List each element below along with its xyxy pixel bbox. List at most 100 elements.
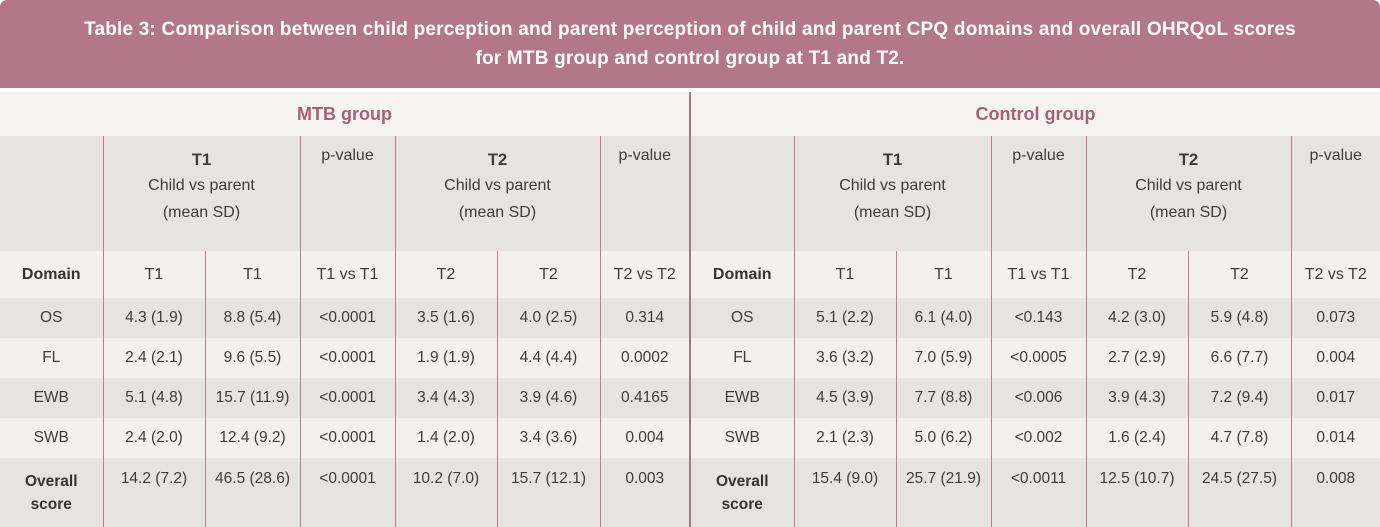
mtb-t1-sub1: Child vs parent <box>148 177 255 195</box>
blank-corner-cell <box>691 136 795 251</box>
mtb-group-header-row: MTB group <box>0 92 689 136</box>
mtb-t2-header: T2 Child vs parent (mean SD) <box>395 136 601 251</box>
control-column-header-row: Domain T1 T1 T1 vs T1 T2 T2 T2 vs T2 <box>691 251 1380 298</box>
p-value-cell: 0.073 <box>1291 298 1380 338</box>
value-cell: 1.9 (1.9) <box>395 338 498 378</box>
control-t2-period: T2 <box>1178 151 1199 169</box>
p-value-cell: <0.143 <box>991 298 1087 338</box>
domain-cell: FL <box>691 338 795 378</box>
value-cell: 2.4 (2.1) <box>103 338 206 378</box>
mtb-row-overall: Overall score 14.2 (7.2) 46.5 (28.6) <0.… <box>0 458 689 527</box>
control-pvalue2-header: p-value <box>1291 136 1380 251</box>
control-t1-sub2: (mean SD) <box>853 203 932 221</box>
value-cell: 10.2 (7.0) <box>395 458 498 527</box>
value-cell: 7.7 (8.8) <box>896 378 992 418</box>
p-value-cell: 0.014 <box>1291 418 1380 458</box>
domain-cell: FL <box>0 338 104 378</box>
value-cell: 5.1 (4.8) <box>103 378 206 418</box>
value-cell: 7.0 (5.9) <box>896 338 992 378</box>
control-span-header-row: T1 Child vs parent (mean SD) p-value T2 … <box>691 136 1380 251</box>
value-cell: 15.7 (12.1) <box>497 458 601 527</box>
mtb-col-t2-parent: T2 <box>497 251 601 298</box>
mtb-group-table: MTB group T1 Child vs parent (mean SD) p… <box>0 92 689 527</box>
blank-corner-cell <box>0 136 104 251</box>
value-cell: 12.5 (10.7) <box>1086 458 1189 527</box>
mtb-t2-sub2: (mean SD) <box>458 203 537 221</box>
domain-cell: SWB <box>691 418 795 458</box>
mtb-pvalue1-header: p-value <box>300 136 396 251</box>
domain-cell: EWB <box>0 378 104 418</box>
value-cell: 4.0 (2.5) <box>497 298 601 338</box>
domain-cell: Overall score <box>691 458 795 527</box>
value-cell: 5.1 (2.2) <box>794 298 897 338</box>
table-title-bar: Table 3: Comparison between child percep… <box>0 0 1380 88</box>
control-row-os: OS 5.1 (2.2) 6.1 (4.0) <0.143 4.2 (3.0) … <box>691 298 1380 338</box>
p-value-cell: 0.4165 <box>600 378 689 418</box>
mtb-column-header-row: Domain T1 T1 T1 vs T1 T2 T2 T2 vs T2 <box>0 251 689 298</box>
control-row-fl: FL 3.6 (3.2) 7.0 (5.9) <0.0005 2.7 (2.9)… <box>691 338 1380 378</box>
value-cell: 25.7 (21.9) <box>896 458 992 527</box>
value-cell: 3.4 (3.6) <box>497 418 601 458</box>
group-divider-line <box>689 92 691 527</box>
value-cell: 46.5 (28.6) <box>205 458 301 527</box>
value-cell: 5.9 (4.8) <box>1188 298 1292 338</box>
value-cell: 2.1 (2.3) <box>794 418 897 458</box>
mtb-group-label: MTB group <box>0 92 689 136</box>
value-cell: 4.5 (3.9) <box>794 378 897 418</box>
control-col-t2-parent: T2 <box>1188 251 1292 298</box>
value-cell: 14.2 (7.2) <box>103 458 206 527</box>
domain-cell: Overall score <box>0 458 104 527</box>
p-value-cell: <0.0005 <box>991 338 1087 378</box>
domain-cell: SWB <box>0 418 104 458</box>
mtb-t1-sub2: (mean SD) <box>162 203 241 221</box>
p-value-cell: <0.0001 <box>300 418 396 458</box>
p-value-cell: <0.0001 <box>300 298 396 338</box>
control-row-overall: Overall score 15.4 (9.0) 25.7 (21.9) <0.… <box>691 458 1380 527</box>
p-value-cell: 0.017 <box>1291 378 1380 418</box>
mtb-domain-header: Domain <box>0 251 104 298</box>
table-title-line1: Table 3: Comparison between child percep… <box>84 18 1296 40</box>
domain-cell: OS <box>0 298 104 338</box>
p-value-cell: 0.003 <box>600 458 689 527</box>
p-value-cell: 0.008 <box>1291 458 1380 527</box>
value-cell: 6.1 (4.0) <box>896 298 992 338</box>
comparison-table-area: MTB group T1 Child vs parent (mean SD) p… <box>0 92 1380 527</box>
control-pvalue1-header: p-value <box>991 136 1087 251</box>
control-t2-header: T2 Child vs parent (mean SD) <box>1086 136 1292 251</box>
mtb-col-t2vst2: T2 vs T2 <box>600 251 689 298</box>
value-cell: 1.6 (2.4) <box>1086 418 1189 458</box>
value-cell: 3.6 (3.2) <box>794 338 897 378</box>
value-cell: 3.4 (4.3) <box>395 378 498 418</box>
mtb-row-ewb: EWB 5.1 (4.8) 15.7 (11.9) <0.0001 3.4 (4… <box>0 378 689 418</box>
control-col-t2-child: T2 <box>1086 251 1189 298</box>
value-cell: 12.4 (9.2) <box>205 418 301 458</box>
value-cell: 4.4 (4.4) <box>497 338 601 378</box>
control-t2-sub1: Child vs parent <box>1135 177 1242 195</box>
value-cell: 5.0 (6.2) <box>896 418 992 458</box>
control-t1-period: T1 <box>882 151 903 169</box>
control-group-label: Control group <box>691 92 1380 136</box>
value-cell: 6.6 (7.7) <box>1188 338 1292 378</box>
value-cell: 3.9 (4.3) <box>1086 378 1189 418</box>
mtb-t2-period: T2 <box>487 151 508 169</box>
value-cell: 2.7 (2.9) <box>1086 338 1189 378</box>
value-cell: 15.4 (9.0) <box>794 458 897 527</box>
mtb-row-swb: SWB 2.4 (2.0) 12.4 (9.2) <0.0001 1.4 (2.… <box>0 418 689 458</box>
value-cell: 8.8 (5.4) <box>205 298 301 338</box>
p-value-cell: <0.006 <box>991 378 1087 418</box>
mtb-span-header-row: T1 Child vs parent (mean SD) p-value T2 … <box>0 136 689 251</box>
p-value-cell: <0.0001 <box>300 458 396 527</box>
value-cell: 7.2 (9.4) <box>1188 378 1292 418</box>
p-value-cell: 0.314 <box>600 298 689 338</box>
mtb-col-t1vst1: T1 vs T1 <box>300 251 396 298</box>
value-cell: 4.3 (1.9) <box>103 298 206 338</box>
value-cell: 1.4 (2.0) <box>395 418 498 458</box>
mtb-col-t2-child: T2 <box>395 251 498 298</box>
control-t2-sub2: (mean SD) <box>1149 203 1228 221</box>
p-value-cell: 0.004 <box>600 418 689 458</box>
p-value-cell: <0.002 <box>991 418 1087 458</box>
domain-cell: OS <box>691 298 795 338</box>
value-cell: 3.9 (4.6) <box>497 378 601 418</box>
p-value-cell: 0.0002 <box>600 338 689 378</box>
